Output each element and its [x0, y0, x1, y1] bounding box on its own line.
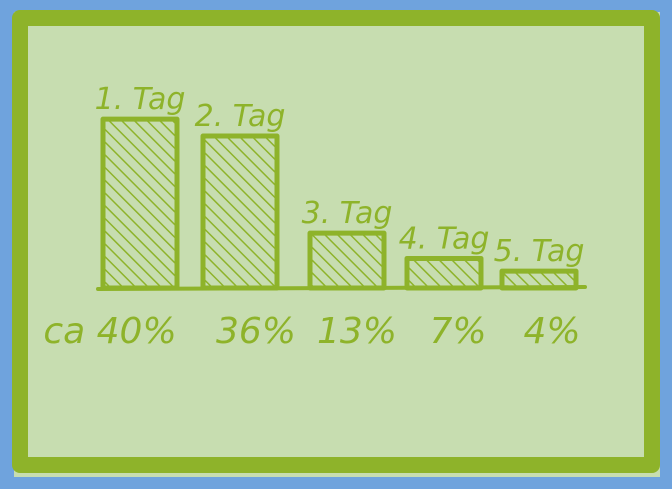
category-label-1: 1. Tag: [95, 82, 186, 117]
board-frame: [12, 10, 660, 473]
value-label-4: 7%: [429, 311, 486, 352]
category-label-2: 2. Tag: [195, 99, 286, 134]
value-labels: ca 40% 36% 13% 7% 4%: [43, 311, 580, 352]
category-label-5: 5. Tag: [494, 234, 585, 269]
value-label-2: 36%: [216, 311, 296, 352]
bar-2: [200, 133, 280, 291]
value-label-3: 13%: [317, 311, 397, 352]
category-label-3: 3. Tag: [302, 196, 393, 231]
category-label-4: 4. Tag: [399, 221, 490, 256]
bar-3: [307, 230, 387, 291]
value-label-1: ca 40%: [43, 311, 176, 352]
bar-4: [404, 255, 484, 291]
bar-5: [499, 268, 579, 291]
bar-1: [100, 116, 180, 291]
bars-group: [100, 116, 579, 291]
value-label-5: 4%: [523, 311, 580, 352]
